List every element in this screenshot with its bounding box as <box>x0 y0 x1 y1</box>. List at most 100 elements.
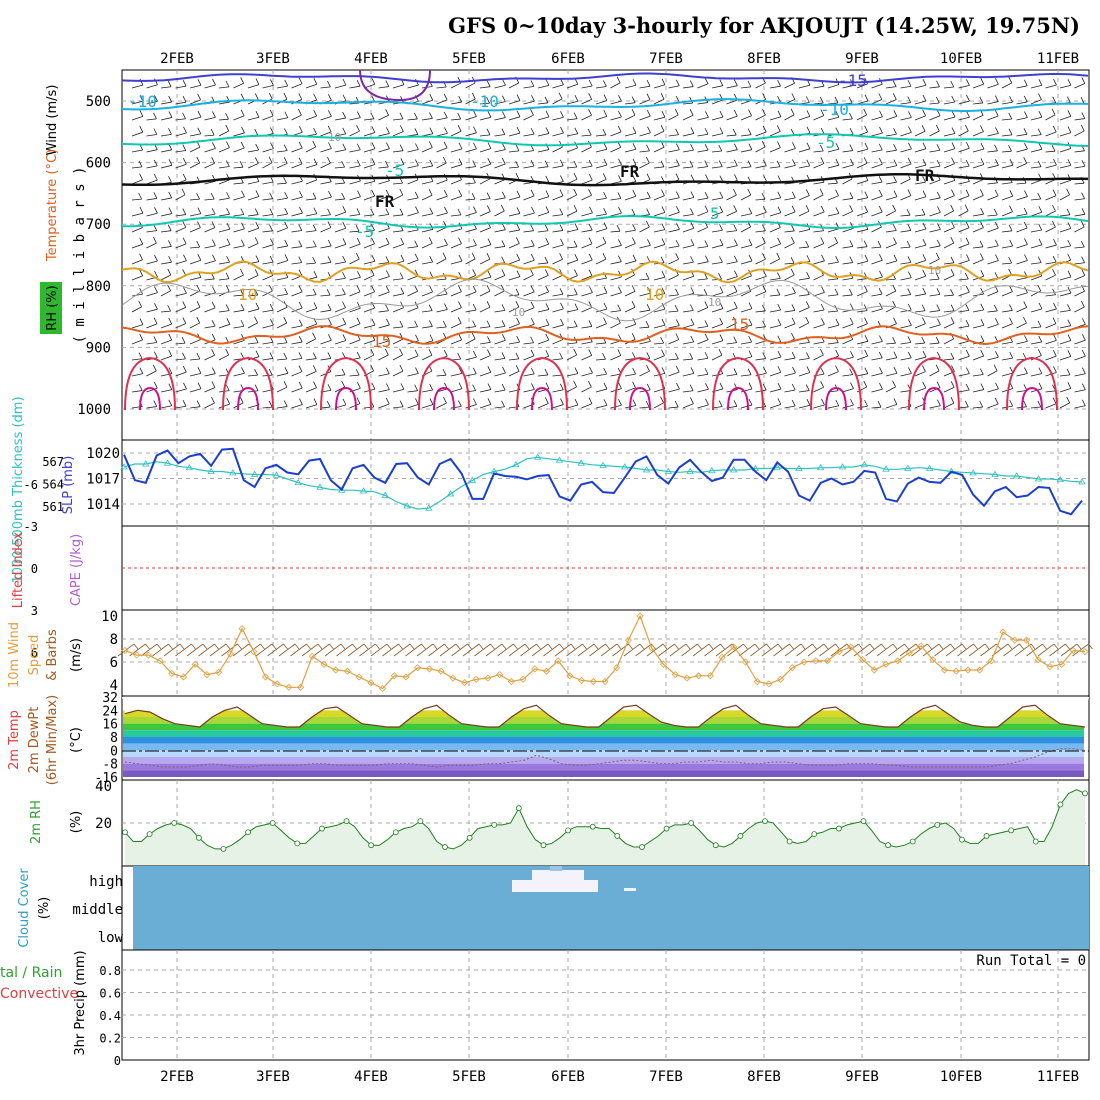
upper-wind-barb <box>798 210 810 217</box>
upper-wind-barb-flag <box>197 110 202 118</box>
upper-wind-barb-flag <box>357 111 361 118</box>
upper-wind-barb <box>131 390 143 393</box>
upper-wind-barb <box>581 307 593 313</box>
wind-barb <box>278 643 296 657</box>
upper-wind-barb-flag <box>806 272 810 279</box>
upper-wind-barb <box>1074 130 1085 137</box>
upper-wind-barb-flag <box>646 365 650 372</box>
upper-wind-barb <box>581 259 593 265</box>
upper-wind-barb <box>508 100 521 105</box>
upper-wind-barb <box>682 114 694 121</box>
upper-wind-barb <box>508 370 520 377</box>
upper-wind-barb <box>755 242 766 249</box>
rh-legend-swatch <box>40 282 62 334</box>
upper-wind-barb <box>233 309 245 313</box>
upper-wind-barb <box>378 166 389 169</box>
wind-speed-marker <box>144 651 152 659</box>
upper-wind-barb-flag <box>761 236 766 244</box>
upper-wind-barb-flag <box>705 111 709 118</box>
upper-wind-barb-flag <box>386 142 390 149</box>
upper-wind-barb-flag <box>907 96 912 103</box>
upper-wind-barb-flag <box>414 191 419 199</box>
wind-barb-flag <box>927 643 932 650</box>
upper-wind-barb <box>1059 227 1072 233</box>
upper-wind-barb-flag <box>545 382 550 389</box>
wind-speed-marker <box>777 675 785 683</box>
upper-wind-barb-flag <box>487 366 492 373</box>
thickness-marker <box>860 460 868 468</box>
upper-wind-barb <box>653 195 665 201</box>
upper-wind-barb-flag <box>1038 110 1043 118</box>
upper-wind-barb-flag <box>1066 96 1071 103</box>
upper-wind-barb-flag <box>893 367 898 374</box>
upper-wind-barb-flag <box>733 368 738 375</box>
upper-wind-barb <box>508 341 520 345</box>
upper-wind-barb-flag <box>748 350 753 357</box>
upper-wind-barb-flag <box>1024 335 1028 342</box>
upper-wind-barb <box>175 388 187 393</box>
upper-wind-barb-flag <box>879 270 883 278</box>
contour-minus-20 <box>359 69 431 102</box>
upper-wind-barb-flag <box>152 364 157 372</box>
upper-wind-barb-flag <box>820 303 825 311</box>
upper-wind-barb-flag <box>994 109 999 117</box>
upper-wind-barb <box>871 211 883 217</box>
upper-wind-barb-flag <box>603 367 608 375</box>
upper-wind-barb-flag <box>1081 112 1086 119</box>
upper-wind-barb <box>972 227 984 233</box>
upper-wind-barb <box>1074 306 1085 313</box>
upper-wind-barb <box>610 198 621 201</box>
upper-wind-barb <box>320 358 331 361</box>
upper-wind-barb <box>929 293 941 297</box>
upper-wind-barb-flag <box>211 207 216 215</box>
upper-wind-barb <box>813 274 824 281</box>
wind-speed-marker <box>133 651 141 659</box>
upper-wind-barb <box>740 149 752 153</box>
upper-wind-barb-flag <box>690 397 694 404</box>
upper-wind-barb <box>291 212 303 217</box>
upper-wind-barb <box>610 355 621 361</box>
upper-wind-barb <box>566 246 578 249</box>
upper-wind-barb-flag <box>168 176 172 183</box>
wind-speed-marker <box>542 667 551 675</box>
contour-plus-25 <box>237 386 259 411</box>
upper-wind-barb <box>595 86 607 89</box>
upper-wind-barb <box>392 164 405 169</box>
upper-wind-barb <box>494 290 505 297</box>
upper-wind-barb <box>827 342 839 345</box>
upper-wind-barb <box>784 182 795 185</box>
upper-wind-barb-flag <box>254 93 259 100</box>
upper-wind-barb <box>247 196 260 201</box>
upper-wind-barb <box>943 86 954 89</box>
upper-wind-barb <box>552 389 564 393</box>
upper-wind-barb <box>262 115 274 121</box>
wind-barb-flag <box>490 643 495 650</box>
wind-speed-marker <box>449 674 457 682</box>
upper-wind-barb <box>566 210 578 217</box>
wind-barb-flag <box>444 643 449 650</box>
upper-wind-barb <box>914 181 926 185</box>
upper-wind-barb <box>189 198 200 201</box>
upper-wind-barb-flag <box>661 367 666 374</box>
upper-wind-barb <box>639 197 651 201</box>
upper-wind-barb <box>160 274 171 281</box>
upper-wind-barb <box>465 338 476 345</box>
wind-barb <box>911 643 928 657</box>
upper-wind-barb-flag <box>342 334 347 341</box>
upper-wind-barb <box>668 325 680 329</box>
upper-wind-barb <box>668 85 680 89</box>
upper-wind-barb <box>146 323 158 329</box>
contour-plus-25 <box>825 386 847 411</box>
upper-wind-barb <box>552 195 564 201</box>
upper-wind-barb <box>436 309 448 313</box>
rh-marker <box>688 820 695 826</box>
upper-wind-barb <box>856 278 868 281</box>
upper-wind-barb-flag <box>516 317 520 324</box>
upper-wind-barb-flag <box>588 253 593 261</box>
upper-wind-barb-flag <box>631 208 636 216</box>
upper-wind-barb-flag <box>357 382 361 389</box>
upper-wind-barb-flag <box>863 157 868 164</box>
upper-wind-barb <box>291 387 303 393</box>
upper-wind-barb <box>276 406 288 409</box>
li-tick-label: 6 <box>31 646 38 660</box>
